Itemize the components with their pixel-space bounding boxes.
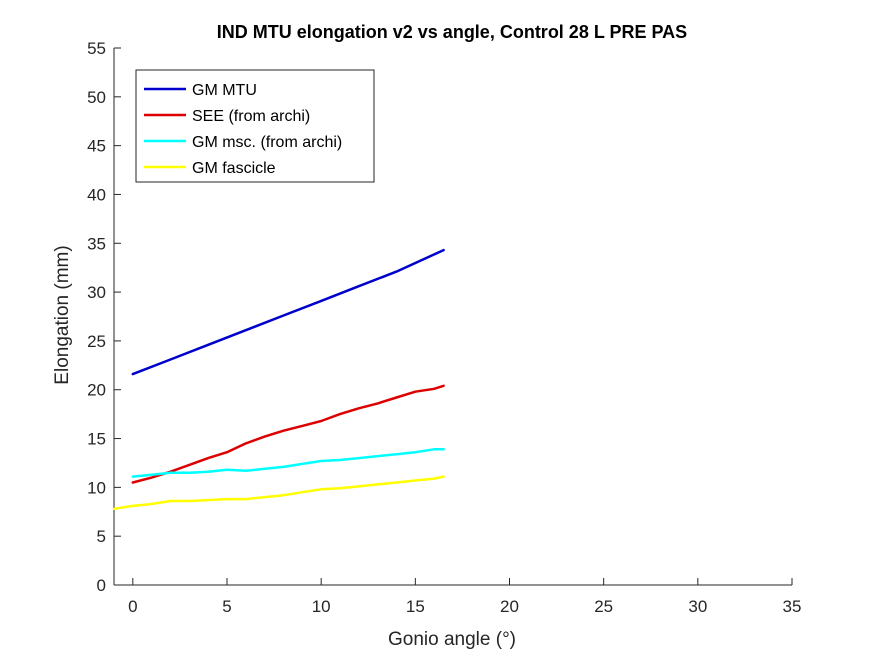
legend: GM MTU SEE (from archi) GM msc. (from arch… (135, 69, 375, 183)
series-line-1 (131, 248, 445, 376)
y-tick-label: 25 (87, 332, 106, 351)
x-tick-label: 35 (783, 597, 802, 616)
y-tick-label: 40 (87, 185, 106, 204)
plot-area: 0 5 10 15 20 25 30 35 0 5 10 15 20 25 30 35 40 45 50 55 (87, 39, 801, 616)
x-tick-label: 30 (688, 597, 707, 616)
x-tick-label: 15 (406, 597, 425, 616)
y-axis-label: Elongation (mm) (52, 245, 73, 384)
y-tick-label: 35 (87, 234, 106, 253)
chart-title: IND MTU elongation v2 vs angle, Control … (217, 22, 687, 42)
legend-label: SEE (from archi) (192, 108, 310, 125)
x-tick-label: 25 (594, 597, 613, 616)
y-tick-label: 10 (87, 478, 106, 497)
x-tick-label: 10 (312, 597, 331, 616)
y-tick-label: 20 (87, 381, 106, 400)
y-tick-label: 45 (87, 137, 106, 156)
series-line-2 (131, 384, 445, 484)
y-tick-label: 55 (87, 39, 106, 58)
x-tick-label: 5 (222, 597, 231, 616)
series-line-3 (131, 448, 445, 478)
series-line-4 (112, 475, 445, 511)
x-tick-label: 20 (500, 597, 519, 616)
legend-label: GM MTU (192, 82, 257, 99)
legend-label: GM msc. (from archi) (192, 134, 342, 151)
y-tick-label: 15 (87, 430, 106, 449)
y-tick-label: 50 (87, 88, 106, 107)
x-axis-label: Gonio angle (°) (388, 629, 516, 650)
y-tick-label: 30 (87, 283, 106, 302)
y-tick-label: 5 (97, 527, 106, 546)
y-tick-label: 0 (97, 576, 106, 595)
x-tick-label: 0 (128, 597, 137, 616)
legend-label: GM fascicle (192, 160, 276, 177)
